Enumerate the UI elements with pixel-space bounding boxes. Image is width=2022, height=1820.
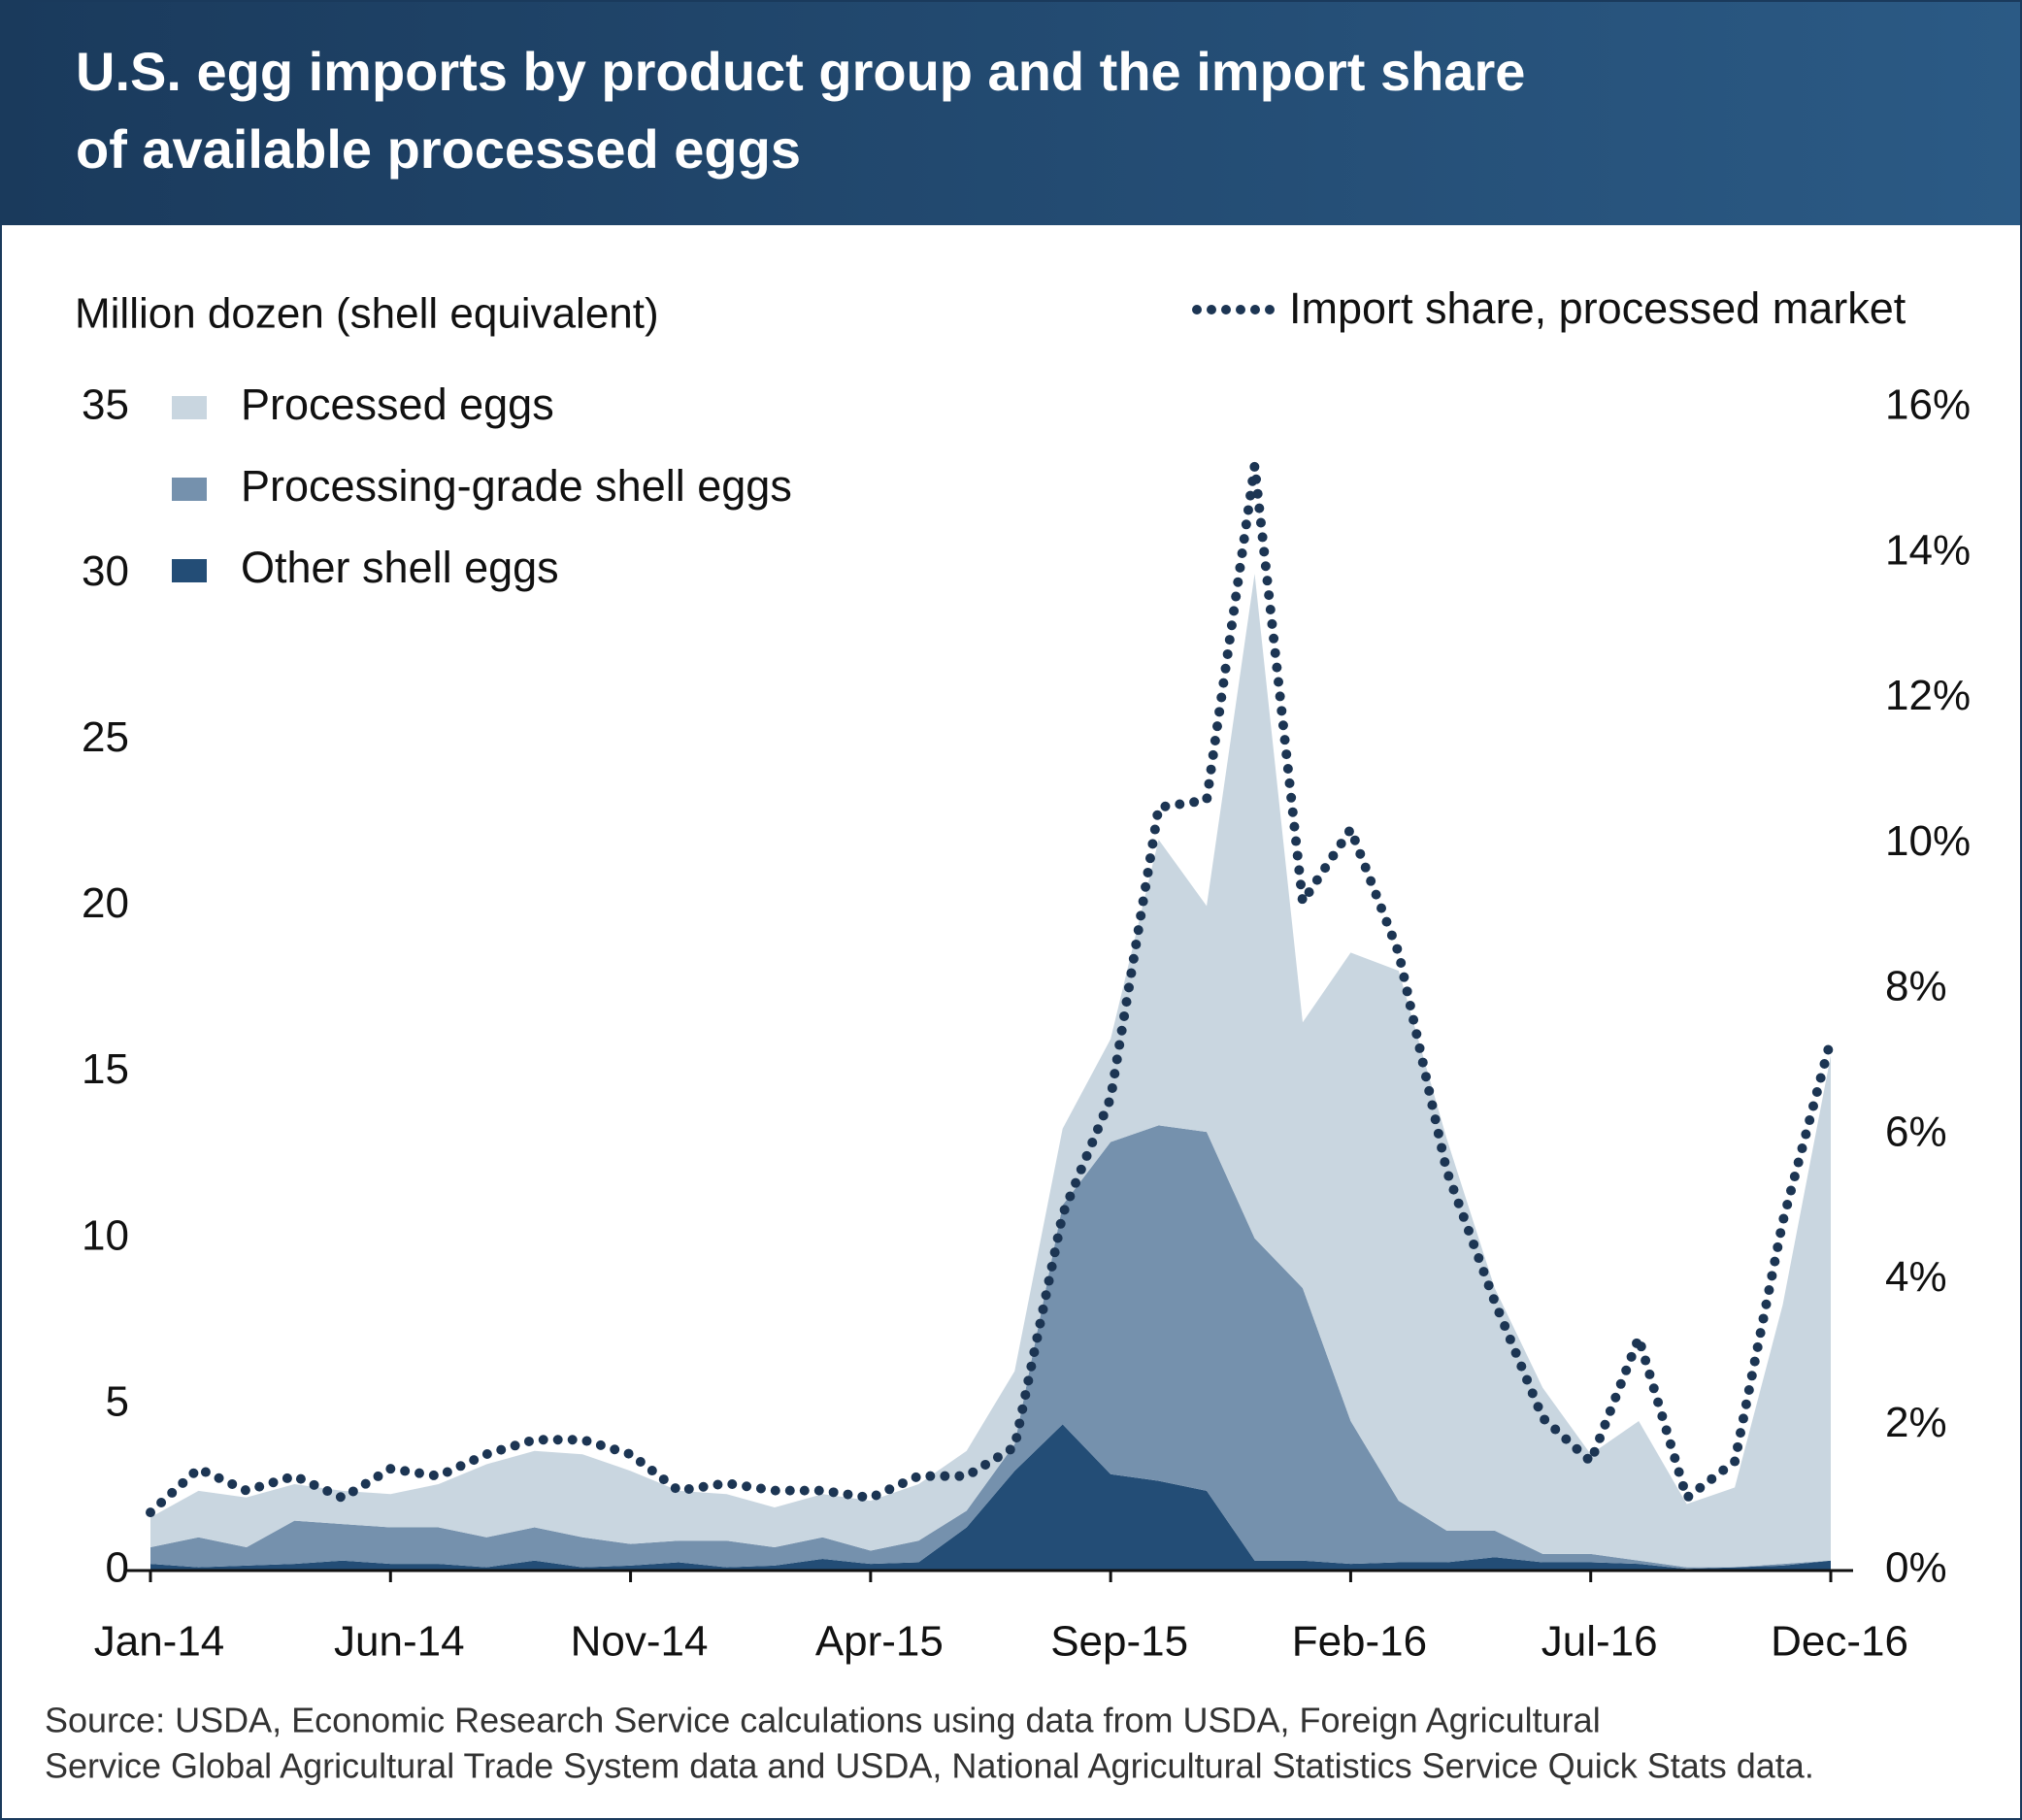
chart-title: U.S. egg imports by product group and th…	[76, 41, 1525, 102]
chart-title: of available processed eggs	[76, 118, 801, 180]
y2-tick-label: 14%	[1885, 526, 1971, 574]
y-tick-label: 10	[82, 1211, 129, 1259]
y2-tick-label: 16%	[1885, 381, 1971, 429]
legend-swatch	[172, 396, 207, 419]
y2-tick-label: 2%	[1885, 1399, 1947, 1446]
y2-tick-label: 4%	[1885, 1253, 1947, 1301]
area	[150, 1125, 1831, 1570]
x-tick-label: Feb-16	[1292, 1618, 1427, 1666]
share-line	[146, 465, 1836, 1518]
y-axis-label: Million dozen (shell equivalent)	[75, 290, 659, 338]
x-tick-label: Dec-16	[1771, 1618, 1908, 1666]
x-tick-label: Jan-14	[94, 1618, 225, 1666]
y-tick-label: 0	[106, 1544, 129, 1592]
source-note: Source: USDA, Economic Research Service …	[45, 1701, 1601, 1740]
y-tick-label: 5	[106, 1377, 129, 1425]
legend-label: Processing-grade shell eggs	[241, 461, 792, 511]
y2-tick-label: 12%	[1885, 672, 1971, 719]
legend-swatch	[172, 478, 207, 501]
x-tick-label: Apr-15	[815, 1618, 944, 1666]
y-tick-label: 15	[82, 1045, 129, 1093]
y2-tick-label: 10%	[1885, 817, 1971, 865]
legend-label: Processed eggs	[241, 380, 554, 429]
source-note: Service Global Agricultural Trade System…	[45, 1746, 1814, 1786]
y2-tick-label: 8%	[1885, 963, 1947, 1010]
y2-tick-label: 6%	[1885, 1108, 1947, 1155]
x-tick-label: Jun-14	[334, 1618, 465, 1666]
area	[150, 574, 1831, 1568]
y-tick-label: 35	[82, 381, 129, 429]
legend-swatch	[172, 559, 207, 582]
y2-tick-label: 0%	[1885, 1544, 1947, 1592]
area	[150, 1424, 1831, 1571]
legend-label: Import share, processed market	[1289, 283, 1906, 333]
x-tick-label: Nov-14	[571, 1618, 709, 1666]
x-tick-label: Sep-15	[1050, 1618, 1188, 1666]
y-tick-label: 25	[82, 713, 129, 761]
y-tick-label: 20	[82, 879, 129, 927]
x-tick-label: Jul-16	[1541, 1618, 1658, 1666]
y-tick-label: 30	[82, 547, 129, 595]
header-band	[0, 0, 2022, 225]
legend-label: Other shell eggs	[241, 543, 559, 592]
